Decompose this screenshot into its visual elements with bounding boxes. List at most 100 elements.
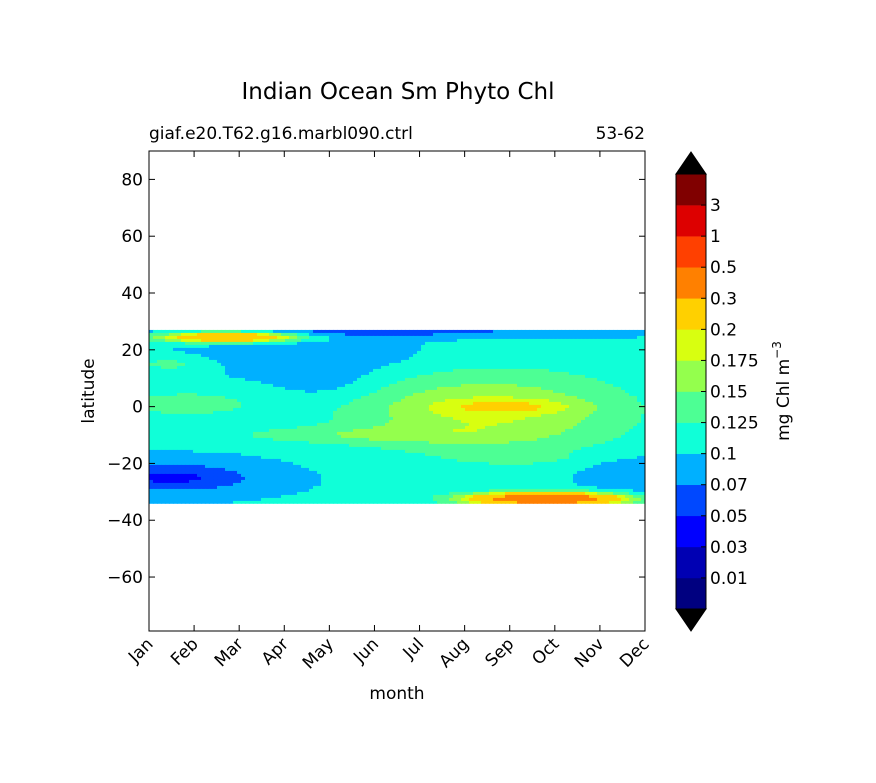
- field-cell: [377, 362, 382, 367]
- field-cell: [417, 389, 422, 394]
- field-cell: [193, 341, 198, 346]
- field-cell: [381, 410, 386, 415]
- field-cell: [385, 329, 390, 334]
- field-cell: [185, 392, 190, 397]
- field-cell: [541, 341, 546, 346]
- field-cell: [461, 443, 466, 448]
- field-cell: [157, 434, 162, 439]
- field-cell: [325, 329, 330, 334]
- field-cell: [225, 401, 230, 406]
- field-cell: [221, 431, 226, 436]
- field-cell: [449, 335, 454, 340]
- field-cell: [217, 407, 222, 412]
- field-cell: [629, 383, 634, 388]
- field-cell: [157, 419, 162, 424]
- field-cell: [405, 389, 410, 394]
- field-cell: [477, 389, 482, 394]
- field-cell: [213, 383, 218, 388]
- field-cell: [593, 401, 598, 406]
- field-cell: [549, 356, 554, 361]
- field-cell: [365, 374, 370, 379]
- field-cell: [173, 383, 178, 388]
- field-cell: [501, 368, 506, 373]
- field-cell: [249, 449, 254, 454]
- field-cell: [209, 362, 214, 367]
- field-cell: [529, 398, 534, 403]
- field-cell: [361, 347, 366, 352]
- field-cell: [489, 410, 494, 415]
- field-cell: [285, 392, 290, 397]
- field-cell: [313, 446, 318, 451]
- field-cell: [373, 431, 378, 436]
- field-cell: [309, 365, 314, 370]
- field-cell: [457, 428, 462, 433]
- field-cell: [485, 443, 490, 448]
- field-cell: [149, 344, 154, 349]
- field-cell: [397, 389, 402, 394]
- field-cell: [593, 413, 598, 418]
- field-cell: [497, 380, 502, 385]
- field-cell: [381, 440, 386, 445]
- field-cell: [209, 329, 214, 334]
- field-cell: [477, 332, 482, 337]
- field-cell: [285, 374, 290, 379]
- field-cell: [221, 404, 226, 409]
- field-cell: [257, 329, 262, 334]
- field-cell: [309, 395, 314, 400]
- field-cell: [213, 431, 218, 436]
- field-cell: [537, 437, 542, 442]
- field-cell: [361, 350, 366, 355]
- field-cell: [577, 353, 582, 358]
- field-cell: [585, 443, 590, 448]
- field-cell: [549, 422, 554, 427]
- field-cell: [289, 434, 294, 439]
- field-cell: [189, 398, 194, 403]
- field-cell: [361, 356, 366, 361]
- field-cell: [301, 365, 306, 370]
- field-cell: [537, 428, 542, 433]
- field-cell: [245, 332, 250, 337]
- field-cell: [461, 356, 466, 361]
- field-cell: [453, 350, 458, 355]
- field-cell: [517, 383, 522, 388]
- field-cell: [469, 338, 474, 343]
- field-cell: [493, 446, 498, 451]
- field-cell: [537, 383, 542, 388]
- field-cell: [353, 341, 358, 346]
- field-cell: [573, 407, 578, 412]
- field-cell: [593, 437, 598, 442]
- field-cell: [461, 335, 466, 340]
- field-cell: [493, 434, 498, 439]
- field-cell: [593, 383, 598, 388]
- field-cell: [537, 362, 542, 367]
- field-cell: [237, 425, 242, 430]
- field-cell: [153, 356, 158, 361]
- field-cell: [361, 383, 366, 388]
- field-cell: [285, 359, 290, 364]
- field-cell: [249, 356, 254, 361]
- field-cell: [577, 422, 582, 427]
- field-cell: [465, 389, 470, 394]
- field-cell: [217, 449, 222, 454]
- field-cell: [149, 410, 154, 415]
- field-cell: [597, 356, 602, 361]
- field-cell: [309, 410, 314, 415]
- field-cell: [313, 404, 318, 409]
- field-cell: [349, 365, 354, 370]
- field-cell: [161, 389, 166, 394]
- field-cell: [157, 449, 162, 454]
- field-cell: [353, 395, 358, 400]
- field-cell: [377, 359, 382, 364]
- field-cell: [613, 419, 618, 424]
- field-cell: [581, 413, 586, 418]
- field-cell: [153, 362, 158, 367]
- field-cell: [613, 353, 618, 358]
- field-cell: [473, 419, 478, 424]
- field-cell: [461, 434, 466, 439]
- field-cell: [457, 374, 462, 379]
- field-cell: [213, 434, 218, 439]
- field-cell: [513, 392, 518, 397]
- field-cell: [501, 425, 506, 430]
- field-cell: [209, 401, 214, 406]
- field-cell: [501, 383, 506, 388]
